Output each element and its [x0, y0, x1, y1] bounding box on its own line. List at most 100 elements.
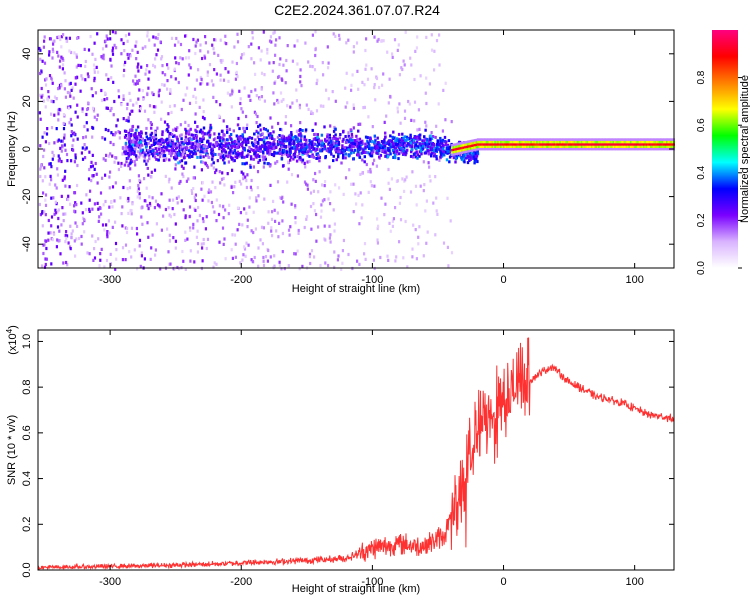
spectrogram-cell — [360, 216, 363, 220]
spectrogram-cell — [409, 141, 413, 145]
spectrogram-cell — [644, 138, 647, 141]
spectrogram-cell — [127, 211, 130, 215]
spectrogram-cell — [268, 61, 271, 65]
spectrogram-cell — [147, 141, 150, 145]
spectrogram-cell — [93, 202, 96, 206]
spectrogram-cell — [405, 175, 408, 179]
spectrogram-cell — [192, 37, 195, 42]
spectrogram-cell — [617, 143, 619, 146]
spectrogram-cell — [239, 211, 242, 215]
spectrogram-cell — [658, 147, 661, 151]
spectrogram-cell — [217, 152, 221, 156]
spectrogram-cell — [537, 143, 540, 146]
spectrogram-cell — [145, 145, 148, 149]
spectrogram-cell — [398, 102, 401, 106]
spectrogram-cell — [43, 243, 46, 247]
spectrogram-cell — [250, 42, 253, 46]
spectrogram-cell — [580, 138, 583, 141]
spectrogram-cell — [62, 58, 65, 62]
spectrogram-cell — [243, 162, 247, 166]
spectrogram-cell — [553, 140, 556, 144]
spectrogram-cell — [398, 140, 401, 144]
spectrogram-cell — [199, 82, 202, 86]
spectrogram-cell — [492, 140, 495, 144]
snr-y-tick-label: 1.0 — [21, 334, 33, 349]
spectrogram-cell — [337, 155, 340, 159]
spectrogram-cell — [602, 138, 605, 141]
spectrogram-cell — [207, 190, 210, 194]
spectrogram-cell — [279, 91, 283, 95]
spectrogram-cell — [166, 123, 169, 127]
spectrogram-cell — [242, 177, 245, 181]
spectrogram-cell — [497, 140, 499, 144]
spectrogram-cell — [621, 140, 624, 144]
spectrogram-cell — [403, 116, 407, 120]
spectrogram-cell — [199, 43, 202, 47]
spectrogram-cell — [230, 92, 234, 96]
spectrogram-cell — [654, 138, 657, 141]
spectrogram-cell — [560, 147, 563, 151]
spectrogram-cell — [604, 147, 606, 151]
spectrogram-cell — [221, 136, 224, 140]
spectrogram-cell — [138, 196, 141, 200]
spectrogram-cell — [161, 83, 164, 87]
spectrogram-cell — [655, 143, 658, 146]
spectrogram-cell — [503, 138, 505, 141]
spectrogram-cell — [563, 138, 566, 141]
spectrogram-cell — [667, 145, 670, 148]
spectrogram-cell — [49, 174, 52, 178]
spectrogram-cell — [371, 162, 375, 166]
spectrogram-cell — [131, 125, 134, 129]
spectrogram-cell — [104, 39, 107, 43]
spectrogram-cell — [89, 189, 92, 193]
spectrogram-cell — [118, 131, 121, 135]
spectrogram-cell — [593, 145, 596, 148]
spectrogram-cell — [124, 151, 127, 155]
spectrogram-cell — [103, 228, 106, 232]
spectrogram-cell — [384, 144, 387, 148]
spectrogram-cell — [269, 132, 272, 136]
spectrogram-cell — [418, 154, 421, 158]
spectrogram-cell — [332, 32, 335, 36]
spectrogram-cell — [186, 237, 189, 241]
spectrogram-cell — [149, 145, 152, 149]
spectrogram-cell — [635, 143, 638, 146]
spectrogram-cell — [68, 36, 71, 40]
spectrogram-cell — [420, 152, 423, 155]
spectrogram-cell — [164, 146, 168, 150]
spectrogram-cell — [315, 239, 318, 243]
spectrogram-cell — [126, 198, 129, 202]
spectrogram-cell — [252, 230, 255, 235]
spectrogram-cell — [576, 140, 579, 144]
spectrogram-cell — [138, 151, 142, 155]
spectrogram-cell — [445, 140, 448, 144]
spectrogram-cell — [198, 142, 201, 147]
spectrogram-cell — [583, 145, 586, 148]
spectrogram-cell — [350, 148, 354, 152]
spectrogram-cell — [65, 260, 68, 265]
spectrogram-cell — [624, 145, 626, 148]
spectrogram-cell — [441, 151, 444, 155]
spectrogram-cell — [49, 162, 52, 166]
spectrogram-cell — [179, 42, 183, 47]
spectrogram-cell — [305, 141, 308, 145]
spectrogram-cell — [478, 140, 481, 144]
spectrogram-cell — [243, 207, 246, 211]
snr-background — [38, 330, 674, 570]
spectrogram-cell — [131, 128, 134, 132]
spectrogram-cell — [384, 202, 387, 206]
spectrogram-cell — [612, 143, 615, 146]
spectrogram-cell — [322, 73, 325, 77]
spectrogram-cell — [511, 147, 514, 151]
spectrogram-cell — [334, 183, 337, 187]
spectrogram-cell — [455, 143, 458, 146]
spectrogram-cell — [317, 137, 320, 141]
spectrogram-cell — [566, 140, 569, 144]
spectrogram-cell — [251, 36, 254, 40]
spectrogram-cell — [292, 136, 295, 140]
spectrogram-cell — [184, 267, 187, 271]
spectrogram-cell — [304, 150, 307, 154]
spectrogram-cell — [152, 154, 155, 158]
spectrogram-cell — [62, 212, 65, 216]
spectrogram-cell — [141, 137, 144, 141]
